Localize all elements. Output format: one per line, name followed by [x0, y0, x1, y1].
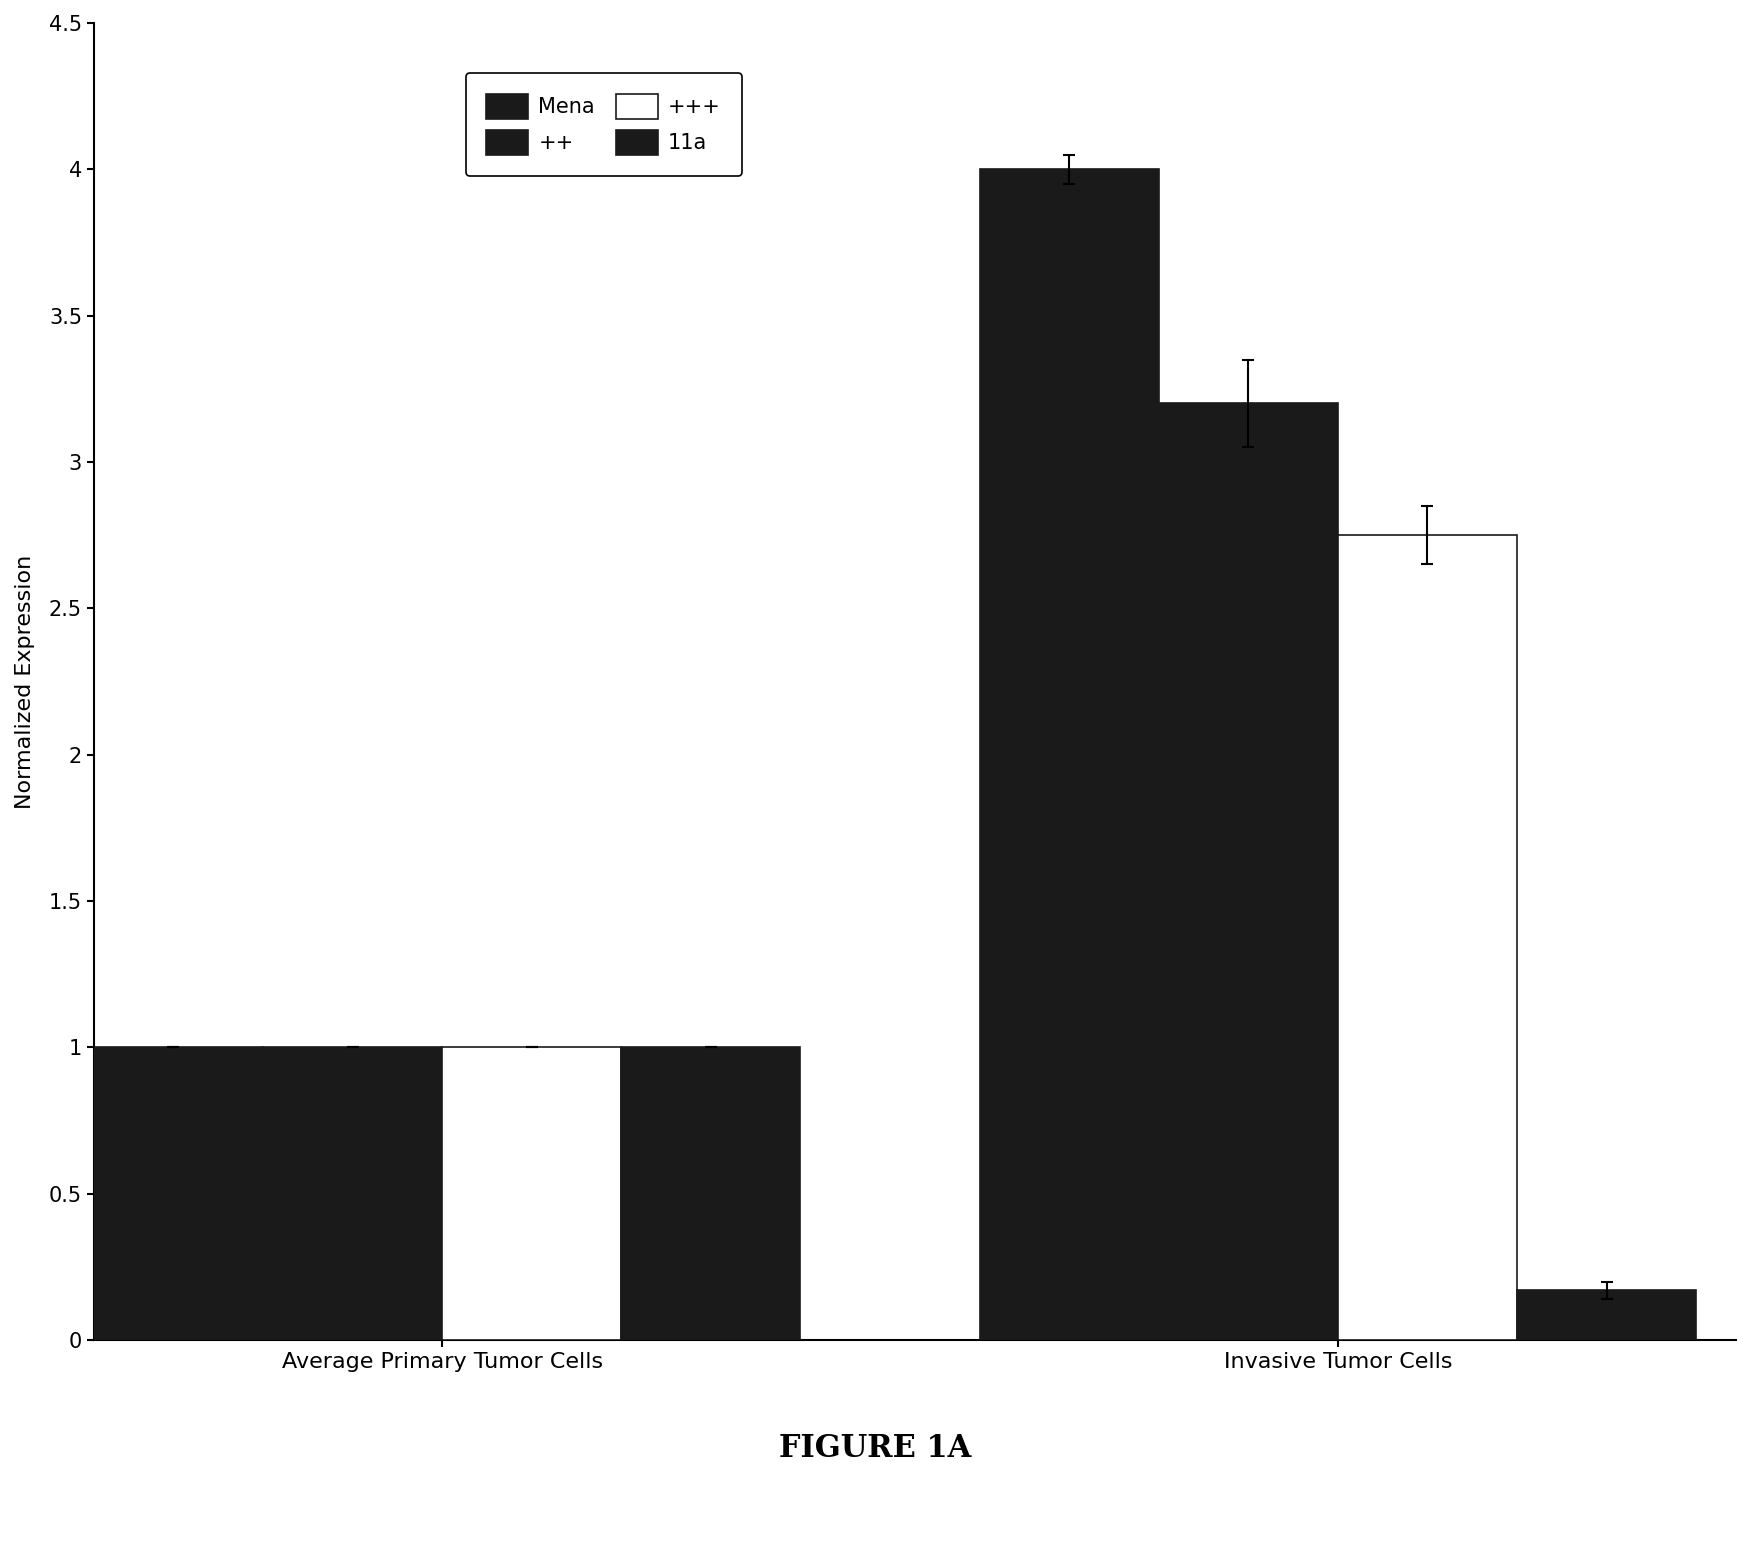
- Bar: [1338, 535, 1516, 1341]
- Bar: [84, 1048, 263, 1341]
- Bar: [443, 1048, 622, 1341]
- Bar: [1516, 1290, 1697, 1341]
- Legend: Mena, ++, +++, 11a: Mena, ++, +++, 11a: [466, 72, 742, 176]
- Y-axis label: Normalized Expression: Normalized Expression: [16, 555, 35, 809]
- Bar: [622, 1048, 800, 1341]
- Bar: [979, 170, 1159, 1341]
- Bar: [263, 1048, 443, 1341]
- Text: FIGURE 1A: FIGURE 1A: [779, 1433, 972, 1464]
- Bar: [1159, 404, 1338, 1341]
